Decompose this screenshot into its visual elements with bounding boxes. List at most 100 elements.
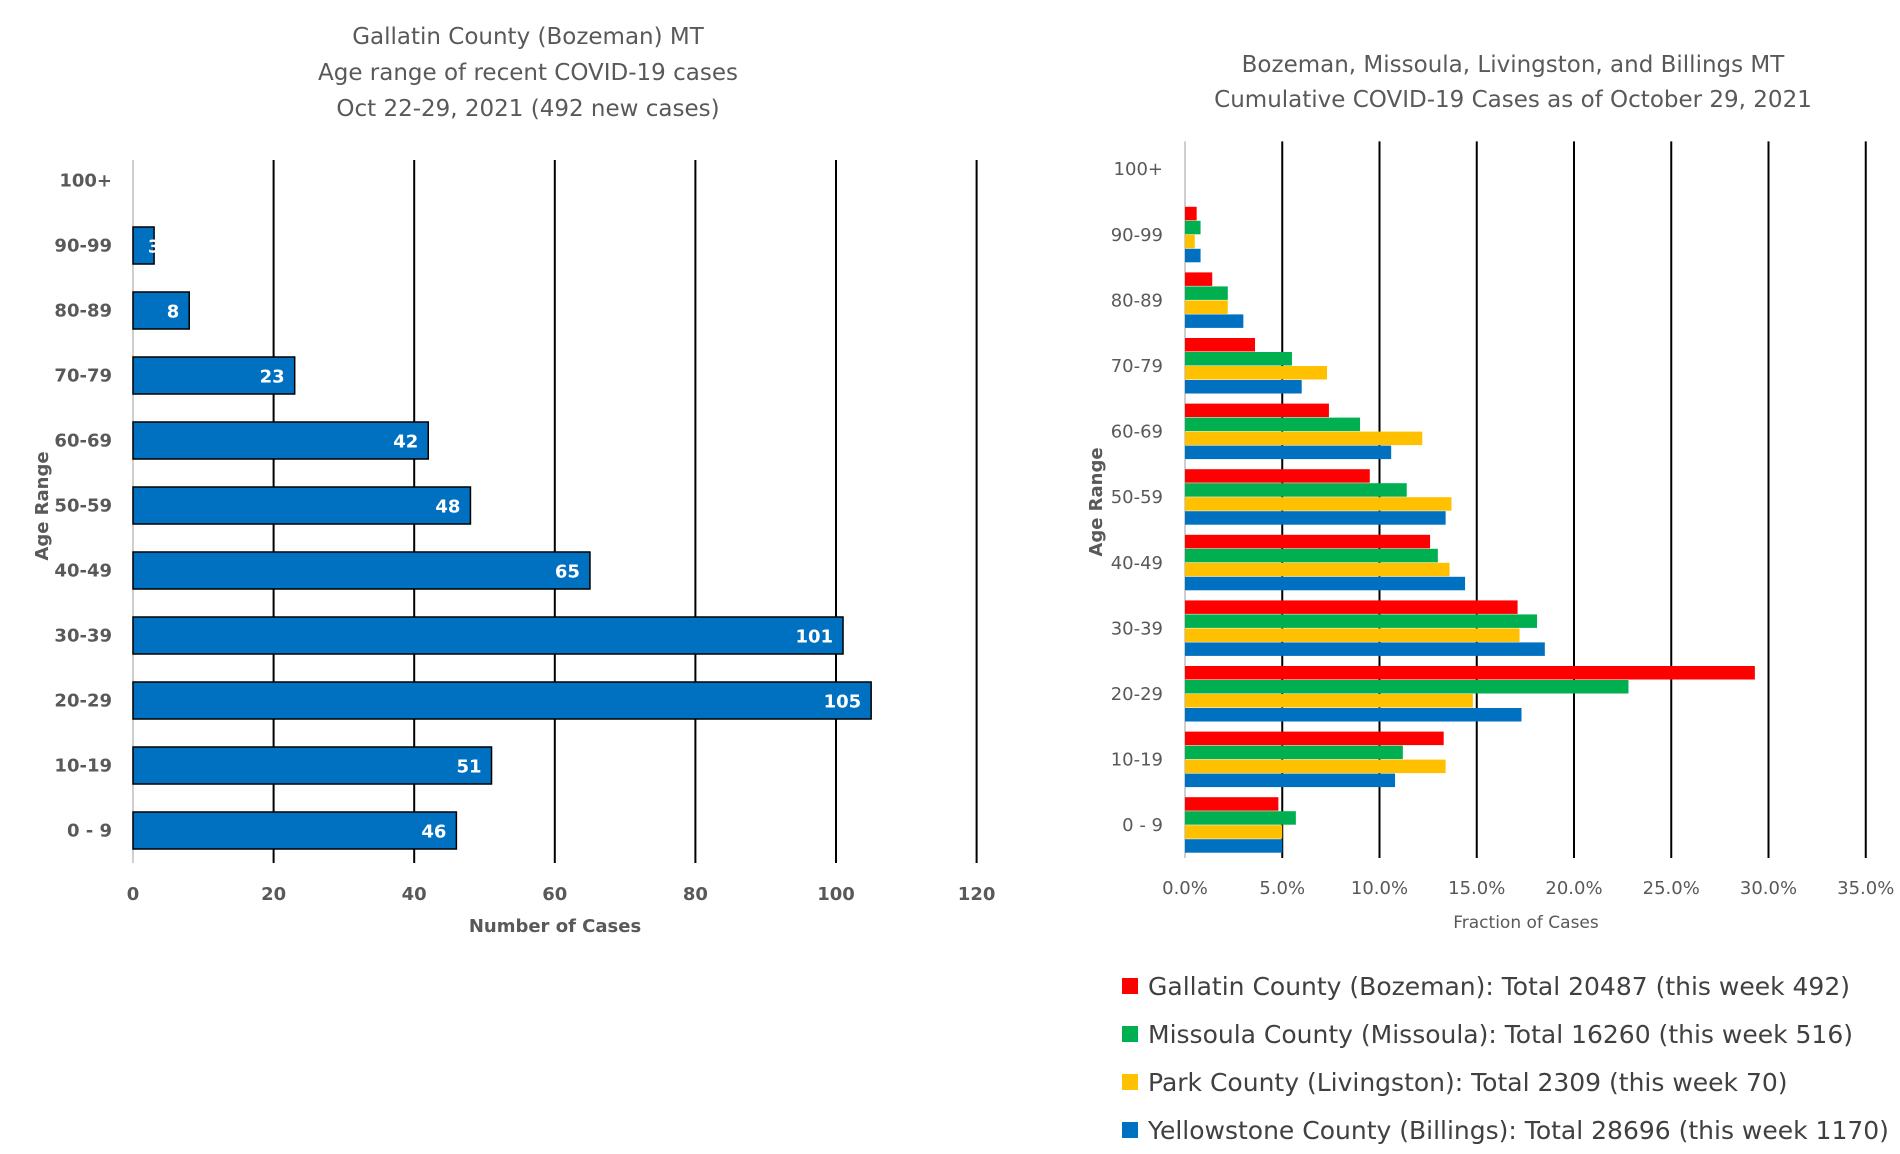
left-bar-data-label: 23 [260, 367, 285, 388]
left-title-line-1: Gallatin County (Bozeman) MT [352, 24, 705, 50]
left-bar-data-label: 46 [421, 822, 446, 843]
left-x-tick-labels: 0 20 40 60 80 100 120 [127, 884, 996, 905]
right-bar [1185, 469, 1370, 483]
left-bars: 46 51 105 101 65 48 42 23 8 3 [132, 226, 872, 850]
left-y-tick-label: 0 - 9 [67, 821, 112, 842]
right-bar [1185, 445, 1392, 460]
legend-swatch-missoula [1122, 1026, 1138, 1042]
left-bar [132, 616, 844, 655]
right-bar [1185, 352, 1292, 366]
right-bar [1185, 614, 1538, 628]
left-y-axis-title: Age Range [32, 451, 53, 560]
right-bar [1185, 811, 1296, 825]
right-bar [1185, 773, 1396, 788]
right-x-tick-label: 10.0% [1351, 878, 1408, 899]
left-bar [132, 551, 591, 590]
right-y-tick-label: 60-69 [1111, 422, 1163, 443]
left-x-axis-title: Number of Cases [469, 916, 641, 937]
left-bar [132, 811, 458, 850]
right-x-tick-labels: 0.0% 5.0% 10.0% 15.0% 20.0% 25.0% 30.0% 35.0% [1162, 878, 1894, 899]
right-bar [1185, 708, 1522, 722]
legend-label-yellowstone: Yellowstone County (Billings): Total 286… [1148, 1115, 1889, 1145]
right-bar [1185, 338, 1256, 352]
left-bar-data-label: 42 [393, 432, 418, 453]
right-bar [1185, 534, 1431, 549]
legend-swatch-park [1122, 1074, 1138, 1090]
right-title-line-1: Bozeman, Missoula, Livingston, and Billi… [1242, 52, 1786, 78]
right-y-tick-label: 40-49 [1111, 553, 1163, 574]
left-bar [132, 356, 296, 395]
left-y-tick-labels: 0 - 9 10-19 20-29 30-39 40-49 50-59 60-69 70-79… [54, 171, 112, 842]
right-bar [1185, 314, 1244, 328]
right-bar [1185, 497, 1452, 511]
legend-label-gallatin: Gallatin County (Bozeman): Total 20487 (… [1148, 971, 1851, 1001]
left-bar-data-label: 48 [435, 497, 460, 518]
right-bar [1185, 431, 1423, 446]
right-bar [1185, 759, 1446, 774]
right-bar [1185, 300, 1228, 314]
left-bar [132, 486, 472, 525]
legend-swatch-yellowstone [1122, 1122, 1138, 1138]
right-bar [1185, 628, 1520, 642]
right-bars [1185, 206, 1755, 853]
left-bar-data-label: 3 [148, 237, 161, 258]
left-y-tick-label: 80-89 [54, 301, 112, 322]
right-y-tick-label: 10-19 [1111, 750, 1163, 771]
left-bar-data-label: 65 [555, 562, 580, 583]
legend-item-yellowstone: Yellowstone County (Billings): Total 286… [1122, 1106, 1889, 1154]
legend-label-park: Park County (Livingston): Total 2309 (th… [1148, 1067, 1788, 1097]
legend-swatch-gallatin [1122, 978, 1138, 994]
right-bar [1185, 797, 1279, 811]
right-bar [1185, 286, 1228, 300]
left-x-tick-label: 120 [958, 884, 996, 905]
right-bar [1185, 825, 1283, 839]
legend-item-gallatin: Gallatin County (Bozeman): Total 20487 (… [1122, 962, 1889, 1010]
right-bar [1185, 731, 1444, 746]
right-x-tick-label: 25.0% [1643, 878, 1700, 899]
right-y-tick-label: 80-89 [1111, 290, 1163, 311]
right-bar [1185, 680, 1629, 694]
right-x-tick-label: 30.0% [1740, 878, 1797, 899]
left-bar [132, 681, 872, 720]
right-bar [1185, 380, 1302, 394]
right-y-tick-label: 20-29 [1111, 684, 1163, 705]
right-bar [1185, 403, 1329, 418]
left-chart: Gallatin County (Bozeman) MT Age range o… [32, 24, 995, 937]
left-bar [132, 226, 155, 265]
right-x-axis-title: Fraction of Cases [1453, 913, 1599, 933]
left-bar-data-label: 105 [824, 692, 862, 713]
right-chart-legend: Gallatin County (Bozeman): Total 20487 (… [1122, 962, 1889, 1154]
left-bar [132, 421, 430, 460]
right-bar [1185, 548, 1438, 563]
right-y-tick-label: 100+ [1114, 159, 1163, 180]
left-gridlines [132, 160, 978, 863]
right-bar [1185, 666, 1755, 680]
legend-item-park: Park County (Livingston): Total 2309 (th… [1122, 1058, 1889, 1106]
right-x-tick-label: 20.0% [1545, 878, 1602, 899]
left-y-tick-label: 50-59 [54, 496, 112, 517]
legend-item-missoula: Missoula County (Missoula): Total 16260 … [1122, 1010, 1889, 1058]
right-bar [1185, 745, 1403, 760]
right-bar [1185, 483, 1407, 497]
left-x-tick-label: 0 [127, 884, 140, 905]
right-bar [1185, 600, 1518, 614]
left-y-tick-label: 20-29 [54, 691, 112, 712]
right-y-axis-title: Age Range [1086, 447, 1107, 556]
right-bar [1185, 642, 1545, 656]
left-y-tick-label: 10-19 [54, 756, 112, 777]
left-y-tick-label: 60-69 [54, 431, 112, 452]
left-x-tick-label: 100 [817, 884, 855, 905]
left-title-line-2: Age range of recent COVID-19 cases [318, 60, 738, 86]
left-title-line-3: Oct 22-29, 2021 (492 new cases) [336, 96, 719, 122]
right-y-tick-label: 30-39 [1111, 618, 1163, 639]
right-y-tick-labels: 0 - 9 10-19 20-29 30-39 40-49 50-59 60-69 70-79… [1111, 159, 1163, 836]
right-bar [1185, 576, 1466, 591]
right-x-tick-label: 15.0% [1448, 878, 1505, 899]
left-bar-data-label: 51 [456, 757, 481, 778]
left-bar [132, 746, 493, 785]
left-y-tick-label: 100+ [59, 171, 112, 192]
right-bar [1185, 562, 1450, 577]
left-bar-data-label: 101 [795, 627, 833, 648]
right-bar [1185, 511, 1446, 525]
